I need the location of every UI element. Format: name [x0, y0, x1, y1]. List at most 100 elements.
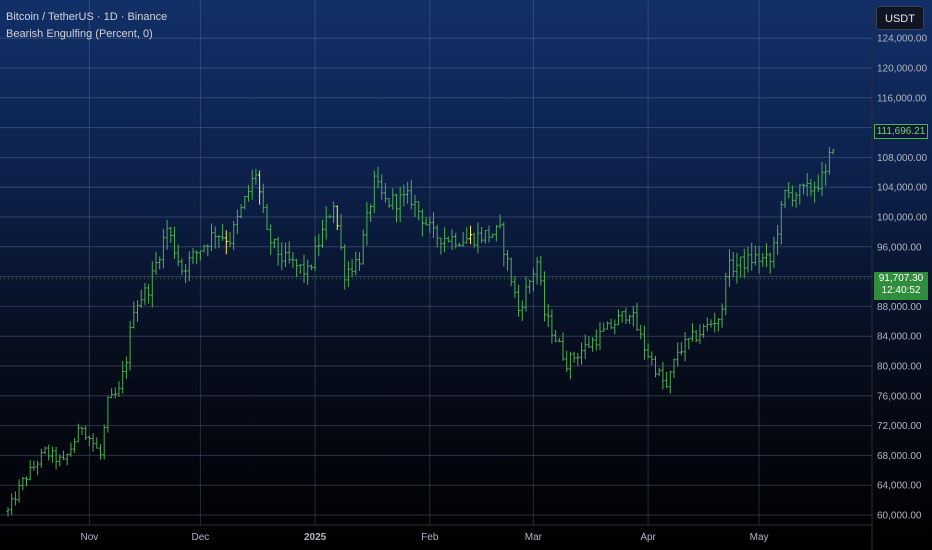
currency-button[interactable]: USDT: [876, 6, 924, 30]
ohlc-bar: [383, 182, 387, 203]
ohlc-bar: [409, 179, 413, 210]
ohlc-bar: [413, 195, 417, 217]
ohlc-bar: [657, 367, 661, 376]
ohlc-bar: [21, 476, 25, 491]
ohlc-bar: [565, 350, 569, 373]
ohlc-bar: [661, 361, 665, 390]
ohlc-bar: [742, 248, 746, 278]
ohlc-bar: [161, 228, 165, 269]
ohlc-bar: [143, 283, 147, 306]
price-tick-label: 84,000.00: [877, 332, 922, 343]
price-tick-label: 76,000.00: [877, 391, 922, 402]
ohlc-bar: [43, 446, 47, 454]
ohlc-bar: [398, 186, 402, 223]
last-price-tag: 91,707.30 12:40:52: [874, 272, 928, 300]
ohlc-bar: [295, 258, 299, 277]
ohlc-bar: [317, 234, 321, 257]
ohlc-bar: [320, 220, 325, 248]
ohlc-bar: [439, 237, 443, 255]
ohlc-bar: [84, 425, 88, 441]
ohlc-bar: [176, 244, 180, 267]
ohlc-bar: [465, 226, 469, 244]
ohlc-bar: [335, 205, 339, 231]
ohlc-bar: [258, 170, 262, 205]
ohlc-bar: [239, 203, 243, 219]
ohlc-bar: [727, 249, 732, 287]
ohlc-bar: [95, 437, 99, 449]
ohlc-bar: [776, 225, 780, 255]
ohlc-bar: [280, 242, 284, 271]
ohlc-bar: [350, 259, 354, 277]
ohlc-bar: [254, 168, 258, 185]
symbol-title[interactable]: Bitcoin / TetherUS · 1D · Binance: [6, 11, 168, 23]
ohlc-bar: [483, 229, 487, 244]
ohlc-bar: [172, 226, 177, 259]
ohlc-bar: [243, 196, 247, 210]
ohlc-bar: [831, 148, 835, 155]
ohlc-bar: [494, 225, 498, 242]
ohlc-bar: [579, 342, 584, 365]
ohlc-bar: [184, 264, 188, 284]
ohlc-bar: [443, 227, 447, 253]
ohlc-bar: [480, 226, 484, 244]
ohlc-bar: [324, 205, 328, 240]
price-tick-label: 72,000.00: [877, 421, 922, 432]
ohlc-bar: [232, 220, 236, 251]
ohlc-bar: [772, 236, 776, 268]
ohlc-bar: [731, 251, 735, 278]
ohlc-bar: [813, 181, 817, 203]
ohlc-bar: [646, 343, 650, 359]
chart-grid: [0, 0, 873, 550]
time-tick-label: Dec: [192, 532, 210, 543]
ohlc-bar: [824, 163, 828, 187]
ohlc-bar: [435, 225, 439, 248]
ohlc-bar: [6, 507, 10, 517]
ohlc-bar: [683, 332, 687, 362]
ohlc-bar: [206, 244, 210, 257]
ohlc-bar: [624, 307, 628, 325]
ohlc-bar: [487, 225, 491, 243]
ohlc-bar: [805, 172, 809, 197]
ohlc-bar: [132, 301, 136, 329]
price-tick-label: 124,000.00: [877, 34, 927, 45]
ohlc-bar: [798, 184, 802, 205]
ohlc-bar: [265, 203, 269, 231]
ohlc-bar: [343, 244, 347, 290]
ohlc-bar: [346, 261, 350, 287]
ohlc-bar: [124, 356, 128, 379]
time-tick-label: Apr: [640, 532, 656, 543]
ohlc-bar: [587, 336, 591, 348]
ohlc-bars: [6, 147, 835, 517]
ohlc-bar: [313, 236, 317, 271]
ohlc-bar: [202, 244, 206, 253]
ohlc-bar: [783, 189, 787, 209]
ohlc-bar: [509, 257, 513, 287]
ohlc-bar: [10, 493, 14, 516]
ohlc-bar: [158, 256, 162, 270]
ohlc-bar: [361, 229, 365, 265]
price-tick-label: 60,000.00: [877, 511, 922, 522]
ohlc-bar: [73, 438, 77, 454]
ohlc-bar: [779, 201, 783, 245]
ohlc-bar: [702, 323, 706, 338]
ohlc-bar: [735, 252, 739, 284]
ohlc-bar: [221, 223, 225, 241]
ohlc-bar: [113, 387, 117, 399]
ohlc-bar: [150, 261, 154, 308]
indicator-label[interactable]: Bearish Engulfing (Percent, 0): [6, 28, 153, 40]
ohlc-bar: [339, 214, 343, 250]
ohlc-bar: [446, 236, 450, 243]
ohlc-bar: [402, 184, 406, 207]
ohlc-bar: [76, 423, 80, 443]
ohlc-bar: [369, 203, 373, 222]
ohlc-bar: [58, 454, 62, 467]
ohlc-bar: [524, 276, 528, 312]
ohlc-bar: [165, 219, 169, 250]
ohlc-bar: [287, 241, 291, 264]
ohlc-bar: [106, 395, 110, 433]
time-tick-label: 2025: [304, 532, 327, 543]
ohlc-bar: [50, 446, 54, 463]
ohlc-bar: [28, 460, 32, 481]
ohlc-bar: [128, 320, 132, 371]
